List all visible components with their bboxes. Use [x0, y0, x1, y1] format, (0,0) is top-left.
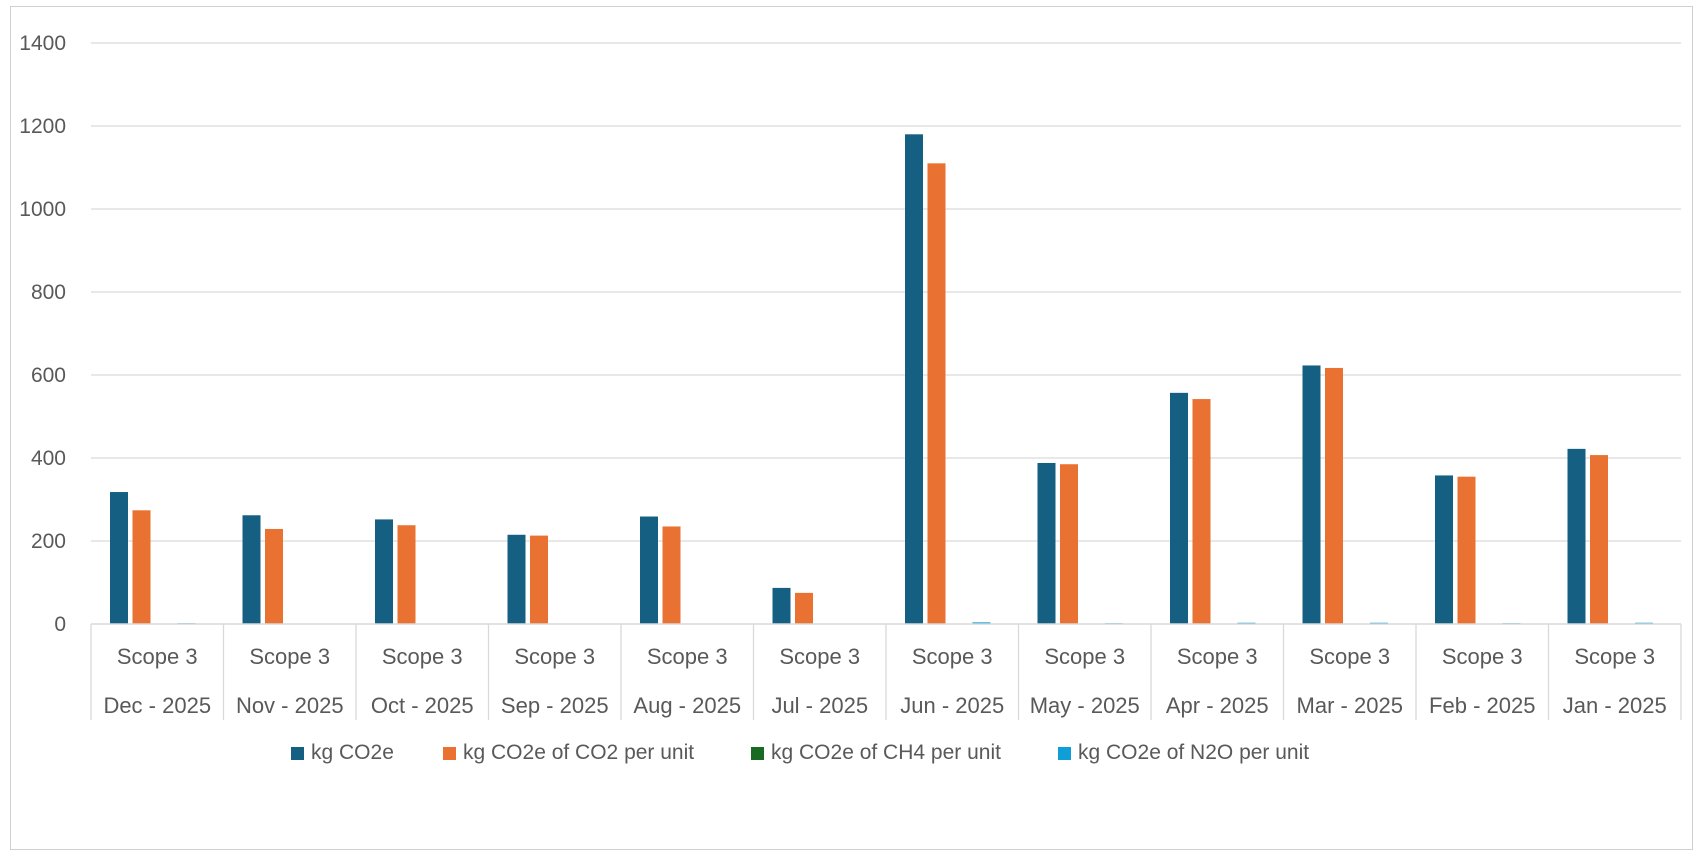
bar [1590, 455, 1608, 624]
bar [242, 515, 261, 624]
bar [1457, 476, 1476, 624]
x-group-label: Scope 3 [1574, 644, 1655, 669]
x-group-label: Scope 3 [382, 644, 463, 669]
bar [1192, 399, 1211, 624]
legend-swatch [291, 747, 304, 760]
x-tick-label: Dec - 2025 [103, 693, 211, 718]
chart-area: 0 200 400 600 800 1000 1200 1400 Scope 3 Dec - 20… [10, 6, 1693, 850]
y-tick-label: 1400 [19, 32, 66, 55]
x-tick-label: Feb - 2025 [1429, 693, 1535, 718]
x-tick-label: Apr - 2025 [1166, 693, 1269, 718]
x-group-label: Scope 3 [1177, 644, 1258, 669]
bar [927, 163, 946, 624]
x-tick-label: Mar - 2025 [1297, 693, 1403, 718]
bar [132, 510, 151, 624]
bar [795, 592, 813, 624]
y-tick-label: 1000 [19, 198, 66, 221]
bar [507, 534, 526, 624]
y-tick-label: 1200 [19, 115, 66, 138]
bar [972, 622, 991, 624]
bar [110, 492, 128, 624]
x-group-label: Scope 3 [117, 644, 198, 669]
bar [1060, 464, 1078, 624]
legend-swatch [443, 747, 456, 760]
y-tick-label: 600 [31, 364, 66, 387]
x-group-label: Scope 3 [912, 644, 993, 669]
x-tick-label: Sep - 2025 [501, 693, 609, 718]
chart-svg: 0 200 400 600 800 1000 1200 1400 Scope 3 Dec - 20… [19, 32, 1682, 764]
legend-label: kg CO2e [311, 741, 394, 764]
bar [1435, 475, 1453, 624]
bar [397, 525, 416, 624]
bar [1170, 392, 1188, 624]
x-tick-label: May - 2025 [1030, 693, 1140, 718]
bar [1037, 462, 1056, 624]
x-tick-label: Nov - 2025 [236, 693, 344, 718]
x-group-label: Scope 3 [779, 644, 860, 669]
gridlines [91, 42, 1681, 542]
bar [662, 526, 681, 624]
legend-swatch [1058, 747, 1071, 760]
x-group-label: Scope 3 [647, 644, 728, 669]
bar [1325, 367, 1343, 624]
legend-label: kg CO2e of N2O per unit [1078, 741, 1309, 764]
bar [640, 516, 658, 624]
bar [905, 134, 923, 625]
bar [772, 587, 791, 624]
x-tick-label: Aug - 2025 [633, 693, 741, 718]
legend-label: kg CO2e of CO2 per unit [463, 741, 694, 764]
bar [265, 528, 283, 624]
x-group-label: Scope 3 [1442, 644, 1523, 669]
legend-label: kg CO2e of CH4 per unit [771, 741, 1001, 764]
axes: 0 200 400 600 800 1000 1200 1400 Scope 3 Dec - 20… [19, 32, 1682, 720]
bar [530, 535, 548, 624]
x-group-label: Scope 3 [514, 644, 595, 669]
bar [1567, 448, 1586, 624]
legend-swatch [751, 747, 764, 760]
y-tick-label: 400 [31, 447, 66, 470]
bars [110, 134, 1653, 625]
x-group-label: Scope 3 [1044, 644, 1125, 669]
x-tick-label: Jun - 2025 [900, 693, 1004, 718]
legend: kg CO2e kg CO2e of CO2 per unit kg CO2e of… [291, 741, 1309, 764]
y-tick-label: 0 [54, 613, 66, 636]
x-group-label: Scope 3 [249, 644, 330, 669]
bar [1302, 365, 1321, 624]
y-tick-label: 200 [31, 530, 66, 553]
bar [375, 519, 393, 624]
x-tick-label: Jul - 2025 [771, 693, 868, 718]
x-tick-label: Jan - 2025 [1563, 693, 1667, 718]
x-tick-label: Oct - 2025 [371, 693, 474, 718]
y-tick-label: 800 [31, 281, 66, 304]
x-group-label: Scope 3 [1309, 644, 1390, 669]
